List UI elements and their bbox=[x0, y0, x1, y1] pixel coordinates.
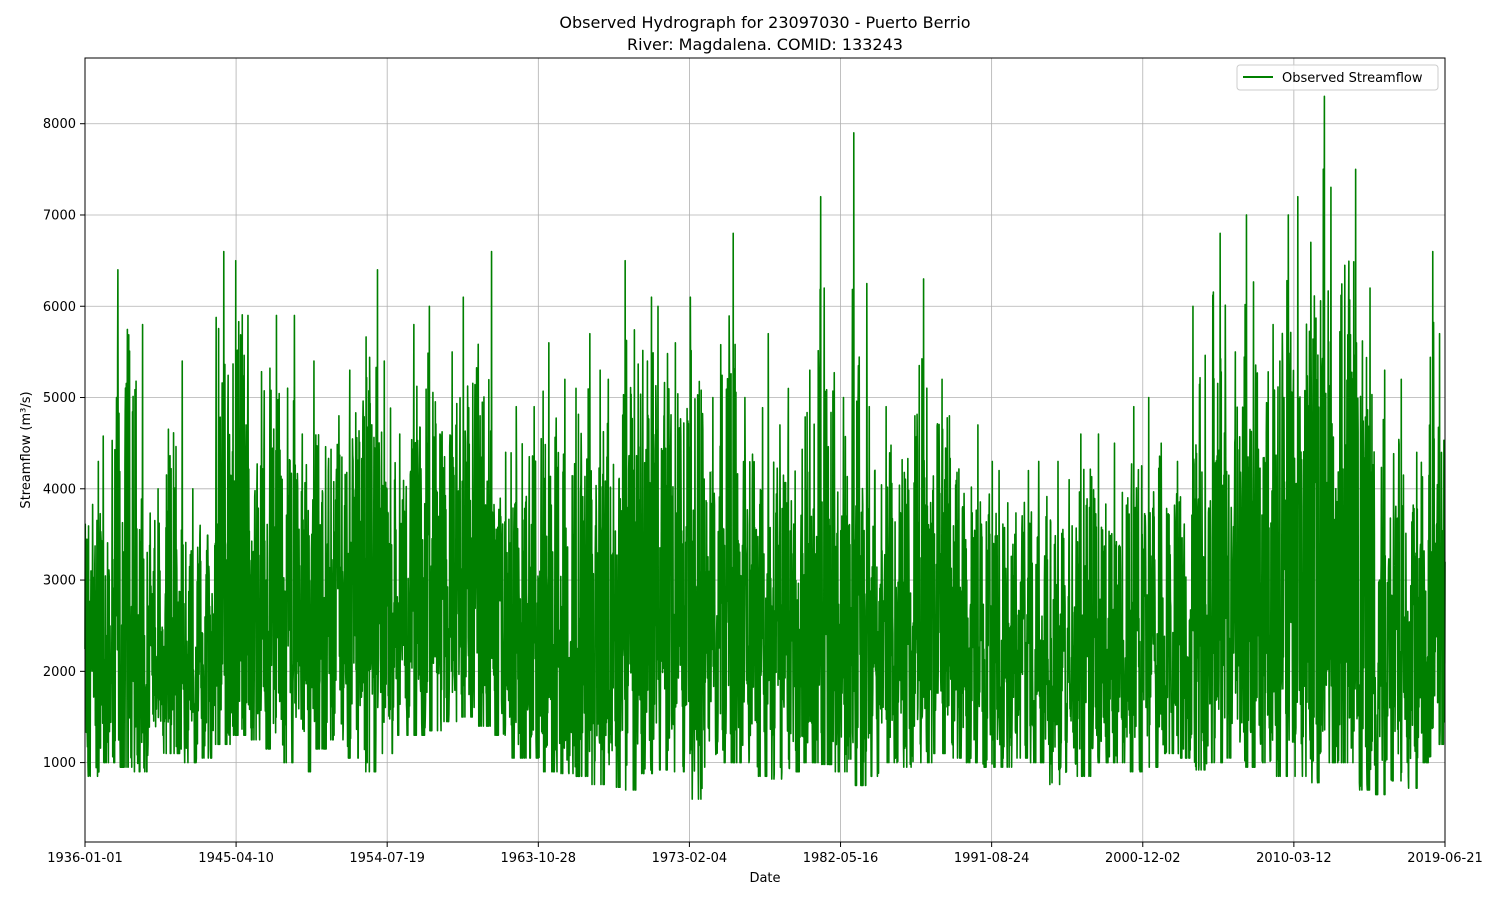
x-tick-label: 2010-03-12 bbox=[1256, 851, 1332, 866]
y-tick-label: 8000 bbox=[43, 117, 76, 132]
y-axis-label: Streamflow (m³/s) bbox=[19, 391, 34, 508]
series-observed-streamflow bbox=[84, 95, 1446, 800]
y-tick-label: 1000 bbox=[43, 756, 76, 771]
chart-title-line1: Observed Hydrograph for 23097030 - Puert… bbox=[559, 13, 970, 32]
legend-box bbox=[1236, 64, 1439, 91]
legend: Observed Streamflow bbox=[1236, 64, 1439, 91]
y-tick-label: 5000 bbox=[43, 391, 76, 406]
x-axis-label: Date bbox=[749, 871, 780, 886]
y-tick-label: 7000 bbox=[43, 208, 76, 223]
plot-frame bbox=[84, 57, 1446, 843]
x-axis-ticks: 1936-01-01 1945-04-10 1954-07-19 1963-10-28… bbox=[47, 842, 1483, 866]
y-tick-label: 3000 bbox=[43, 574, 76, 589]
y-tick-label: 2000 bbox=[43, 665, 76, 680]
x-tick-label: 1945-04-10 bbox=[198, 851, 274, 866]
chart-title-line2: River: Magdalena. COMID: 133243 bbox=[627, 35, 903, 54]
y-tick-label: 6000 bbox=[43, 300, 76, 315]
x-tick-label: 2000-12-02 bbox=[1105, 851, 1181, 866]
x-tick-label: 1973-02-04 bbox=[652, 851, 728, 866]
streamflow-line bbox=[84, 95, 1446, 800]
y-tick-label: 4000 bbox=[43, 482, 76, 497]
x-tick-label: 1991-08-24 bbox=[954, 851, 1030, 866]
x-tick-label: 1963-10-28 bbox=[501, 851, 577, 866]
x-tick-label: 2019-06-21 bbox=[1407, 851, 1483, 866]
x-tick-label: 1954-07-19 bbox=[349, 851, 425, 866]
x-tick-label: 1936-01-01 bbox=[47, 851, 123, 866]
x-tick-label: 1982-05-16 bbox=[803, 851, 879, 866]
y-axis-ticks: 1000 2000 3000 4000 5000 6000 7000 8000 bbox=[43, 117, 85, 771]
legend-label-observed-streamflow: Observed Streamflow bbox=[1282, 71, 1423, 86]
